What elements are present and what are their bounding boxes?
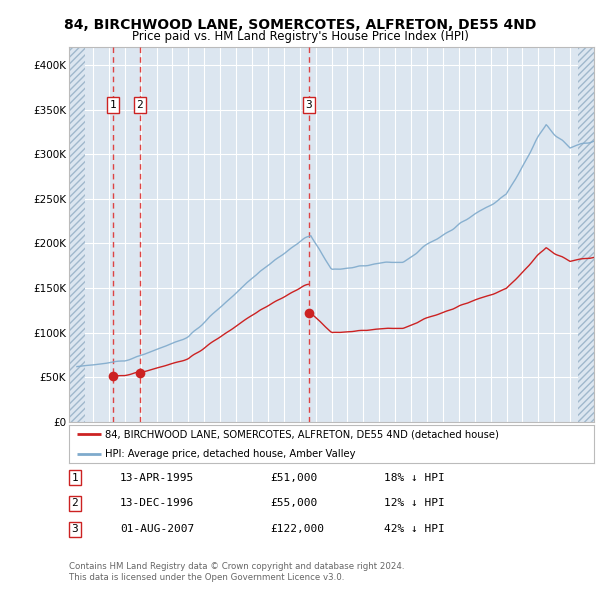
Bar	[578, 47, 594, 422]
Text: 3: 3	[305, 100, 312, 110]
Text: Price paid vs. HM Land Registry's House Price Index (HPI): Price paid vs. HM Land Registry's House …	[131, 30, 469, 43]
Text: 18% ↓ HPI: 18% ↓ HPI	[384, 473, 445, 483]
Text: 2: 2	[136, 100, 143, 110]
Text: This data is licensed under the Open Government Licence v3.0.: This data is licensed under the Open Gov…	[69, 572, 344, 582]
Text: 01-AUG-2007: 01-AUG-2007	[120, 525, 194, 534]
Text: 1: 1	[71, 473, 79, 483]
Text: 2: 2	[71, 499, 79, 508]
Text: £55,000: £55,000	[270, 499, 317, 508]
Text: 12% ↓ HPI: 12% ↓ HPI	[384, 499, 445, 508]
Text: 84, BIRCHWOOD LANE, SOMERCOTES, ALFRETON, DE55 4ND (detached house): 84, BIRCHWOOD LANE, SOMERCOTES, ALFRETON…	[105, 430, 499, 440]
Text: 13-APR-1995: 13-APR-1995	[120, 473, 194, 483]
Text: 1: 1	[110, 100, 116, 110]
Text: 13-DEC-1996: 13-DEC-1996	[120, 499, 194, 508]
Text: HPI: Average price, detached house, Amber Valley: HPI: Average price, detached house, Ambe…	[105, 448, 355, 458]
Text: £122,000: £122,000	[270, 525, 324, 534]
Text: Contains HM Land Registry data © Crown copyright and database right 2024.: Contains HM Land Registry data © Crown c…	[69, 562, 404, 571]
Bar	[69, 47, 85, 422]
Text: 42% ↓ HPI: 42% ↓ HPI	[384, 525, 445, 534]
Text: 84, BIRCHWOOD LANE, SOMERCOTES, ALFRETON, DE55 4ND: 84, BIRCHWOOD LANE, SOMERCOTES, ALFRETON…	[64, 18, 536, 32]
Text: 3: 3	[71, 525, 79, 534]
Text: £51,000: £51,000	[270, 473, 317, 483]
